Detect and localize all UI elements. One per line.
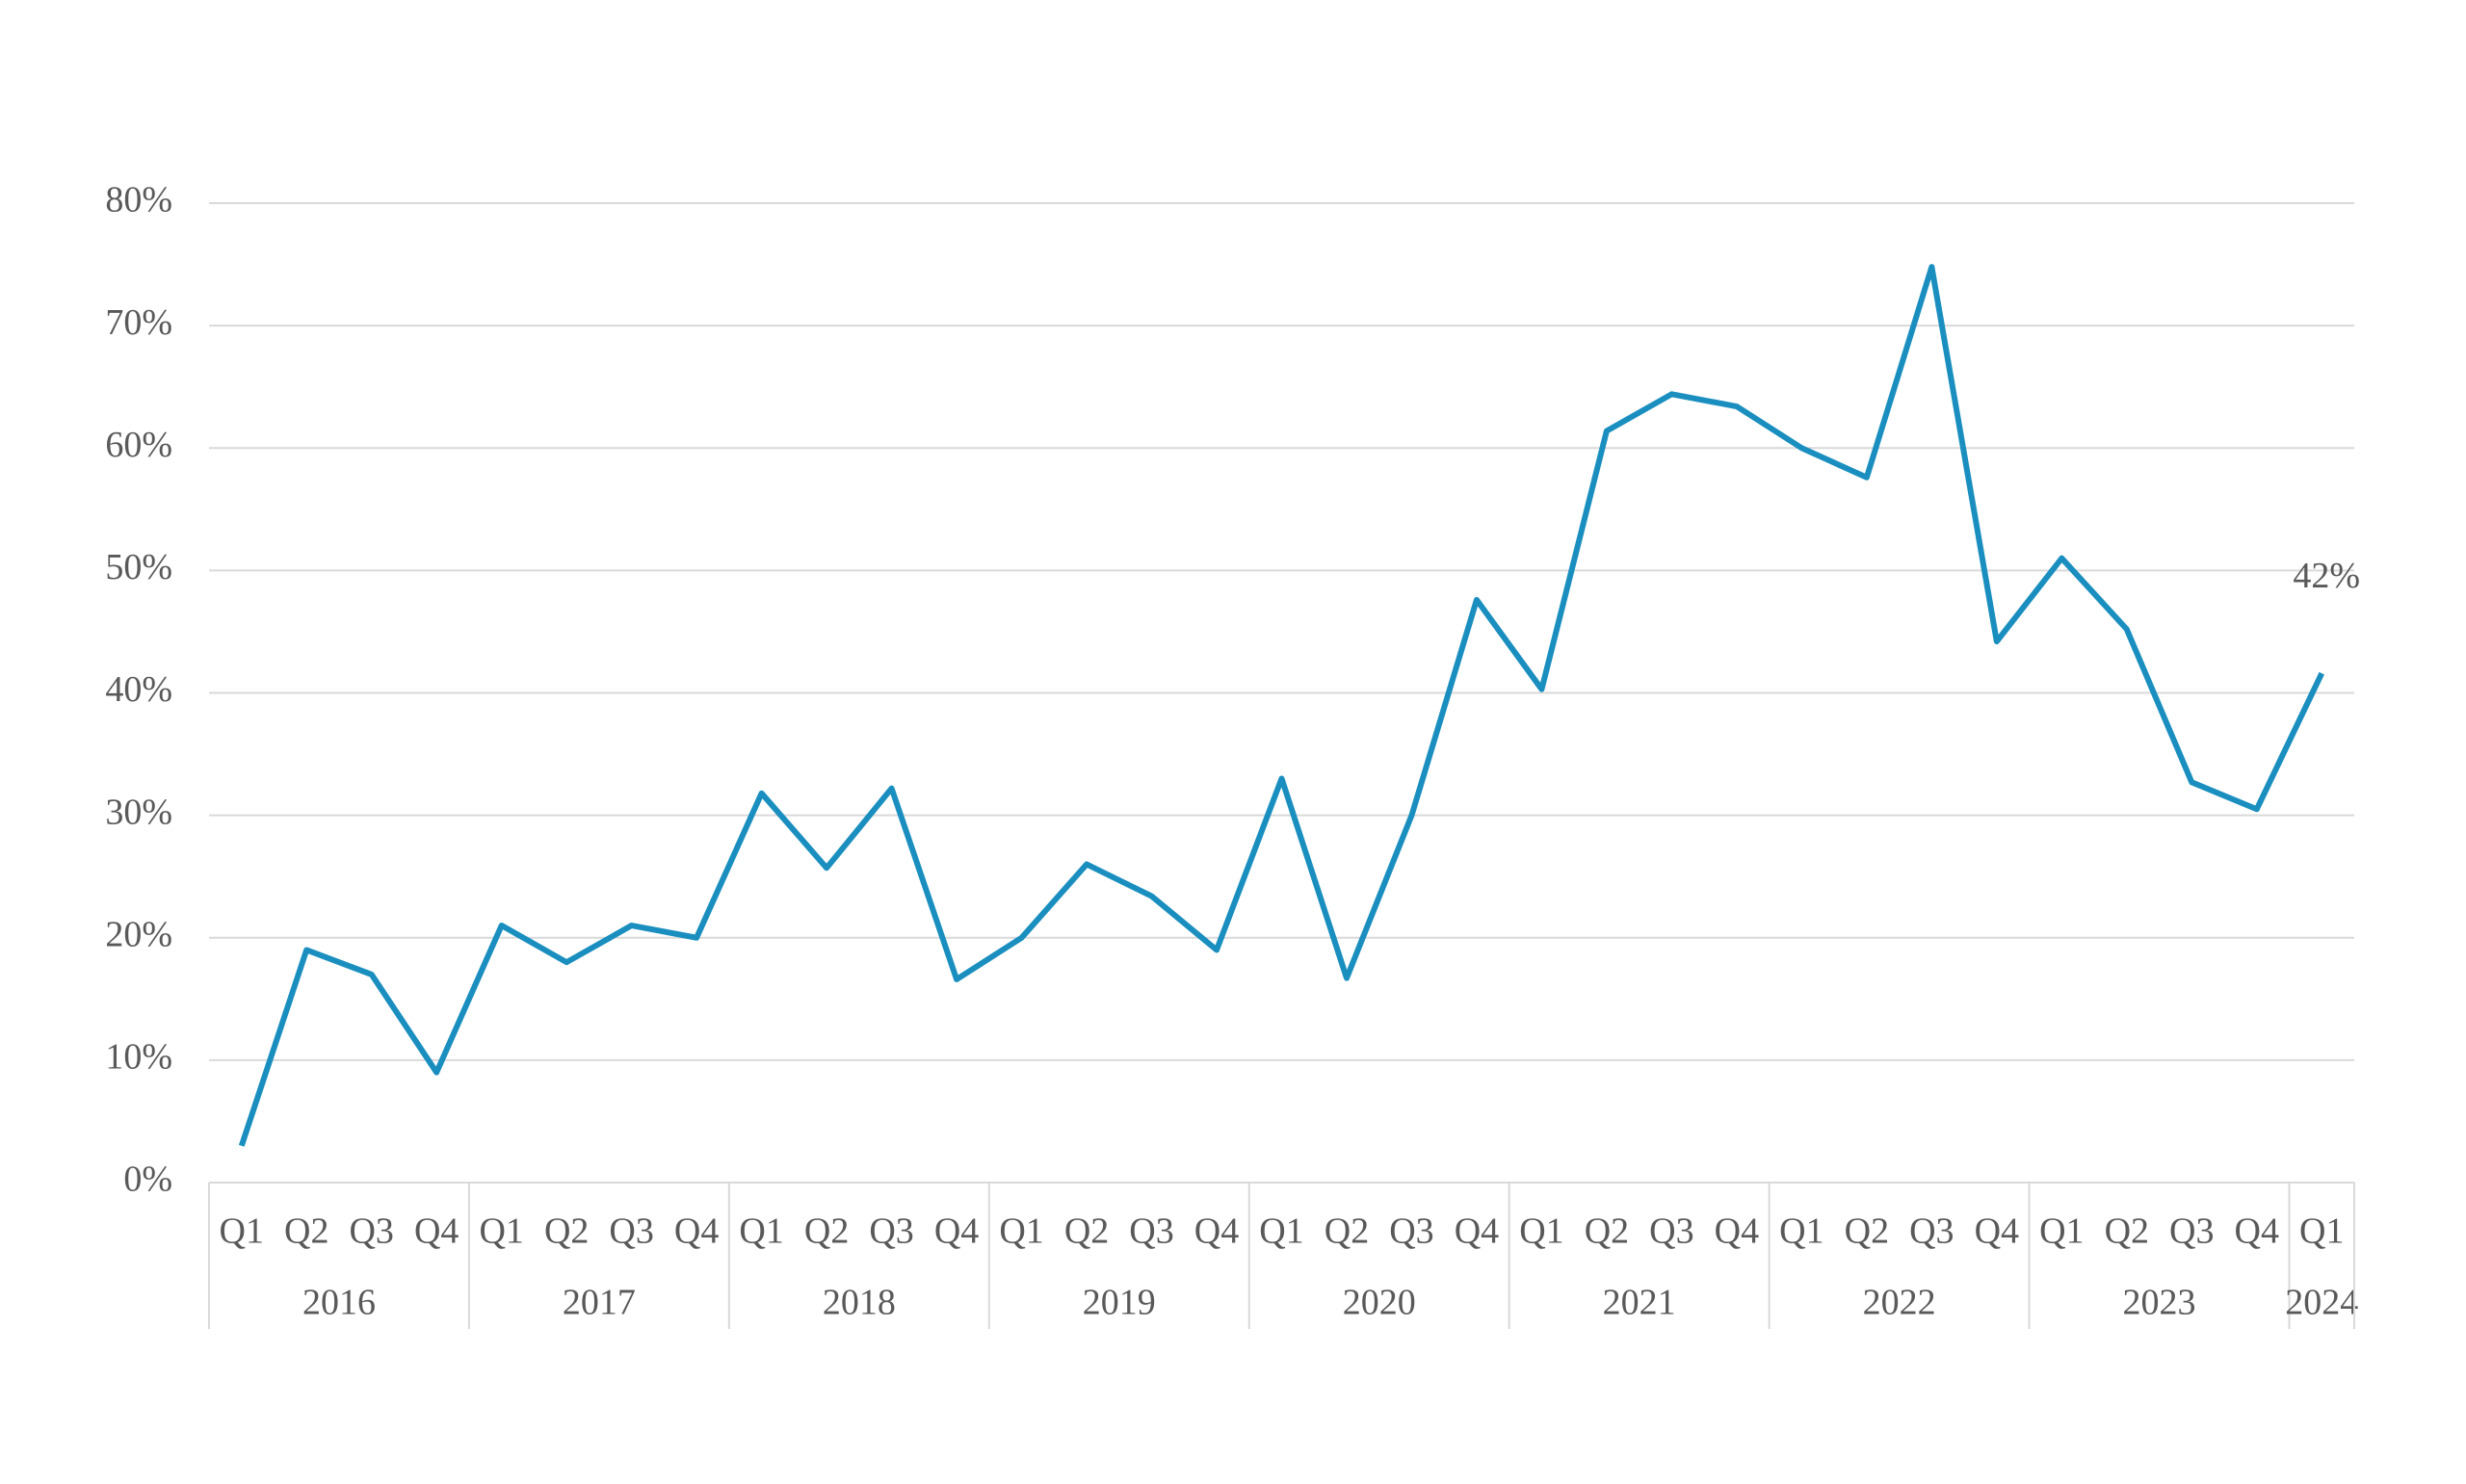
x-tick-label: Q3	[1909, 1211, 1954, 1252]
x-tick-label: Q1	[739, 1211, 783, 1252]
y-tick-label: 30%	[105, 792, 172, 832]
x-tick-label: Q3	[1129, 1211, 1173, 1252]
x-tick-label: Q4	[2235, 1211, 2279, 1252]
x-tick-label: Q4	[414, 1211, 459, 1252]
x-tick-label: Q1	[220, 1211, 264, 1252]
x-tick-label: Q4	[674, 1211, 719, 1252]
x-tick-label: Q2	[1064, 1211, 1109, 1252]
y-tick-label: 20%	[105, 914, 172, 954]
x-tick-label: Q4	[934, 1211, 979, 1252]
x-tick-label: Q1	[1519, 1211, 1563, 1252]
x-tick-label: Q2	[1325, 1211, 1369, 1252]
x-group-label: 2020	[1343, 1283, 1416, 1323]
y-tick-label: 60%	[105, 425, 172, 465]
x-group-label: 2018	[823, 1283, 896, 1323]
x-tick-label: Q1	[479, 1211, 523, 1252]
x-tick-label: Q2	[1585, 1211, 1629, 1252]
y-tick-label: 10%	[105, 1037, 172, 1078]
y-tick-label: 70%	[105, 302, 172, 343]
x-tick-label: Q4	[1715, 1211, 1759, 1252]
x-group-label: 2016	[302, 1283, 376, 1323]
y-tick-label: 50%	[105, 547, 172, 587]
x-tick-label: Q3	[1649, 1211, 1693, 1252]
x-tick-label: Q1	[1259, 1211, 1303, 1252]
data-line	[238, 264, 2324, 1147]
x-tick-label: Q4	[1975, 1211, 2019, 1252]
x-group-label: 2021	[1603, 1283, 1676, 1323]
x-group-label: 2022	[1863, 1283, 1936, 1323]
x-tick-label: Q2	[544, 1211, 589, 1252]
x-tick-label: Q1	[2039, 1211, 2084, 1252]
y-tick-label: 0%	[123, 1159, 172, 1200]
x-group-label: 2017	[563, 1283, 636, 1323]
x-tick-label: Q4	[1194, 1211, 1239, 1252]
x-tick-label: Q2	[2105, 1211, 2149, 1252]
x-tick-label: Q3	[869, 1211, 913, 1252]
x-tick-label: Q3	[2169, 1211, 2214, 1252]
x-tick-label: Q2	[804, 1211, 849, 1252]
x-tick-label: Q1	[1779, 1211, 1823, 1252]
x-tick-label: Q3	[609, 1211, 653, 1252]
x-tick-label: Q2	[284, 1211, 328, 1252]
x-tick-label: Q3	[1389, 1211, 1433, 1252]
y-tick-label: 40%	[105, 669, 172, 710]
x-tick-label: Q1	[2299, 1211, 2344, 1252]
x-tick-label: Q2	[1845, 1211, 1889, 1252]
y-tick-label: 80%	[105, 180, 172, 221]
data-label: 42%	[2293, 556, 2360, 596]
x-tick-label: Q1	[999, 1211, 1043, 1252]
x-group-label: 2024	[2285, 1283, 2358, 1323]
x-tick-label: Q4	[1455, 1211, 1499, 1252]
x-group-label: 2019	[1083, 1283, 1156, 1323]
x-tick-label: Q3	[349, 1211, 393, 1252]
x-group-label: 2023	[2123, 1283, 2196, 1323]
